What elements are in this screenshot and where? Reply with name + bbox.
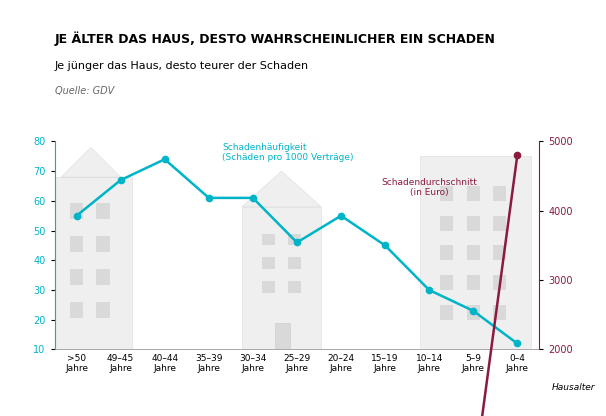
Bar bbox=[467, 275, 480, 290]
Bar bbox=[467, 245, 480, 260]
Bar bbox=[70, 269, 83, 285]
Text: JE ÄLTER DAS HAUS, DESTO WAHRSCHEINLICHER EIN SCHADEN: JE ÄLTER DAS HAUS, DESTO WAHRSCHEINLICHE… bbox=[55, 31, 496, 46]
Bar bbox=[493, 216, 506, 230]
Polygon shape bbox=[61, 147, 121, 177]
Bar bbox=[493, 275, 506, 290]
Bar bbox=[288, 258, 301, 269]
Bar bbox=[440, 245, 453, 260]
Bar bbox=[96, 302, 110, 318]
Bar bbox=[262, 258, 275, 269]
Text: Je jünger das Haus, desto teurer der Schaden: Je jünger das Haus, desto teurer der Sch… bbox=[55, 61, 308, 71]
Bar bbox=[493, 245, 506, 260]
Bar bbox=[70, 302, 83, 318]
Bar bbox=[467, 186, 480, 201]
Bar bbox=[70, 203, 83, 219]
Bar bbox=[440, 186, 453, 201]
Bar bbox=[440, 305, 453, 320]
Bar bbox=[467, 305, 480, 320]
Bar bbox=[493, 305, 506, 320]
Text: Schadendurchschnitt
(in Euro): Schadendurchschnitt (in Euro) bbox=[381, 178, 477, 197]
Bar bbox=[440, 275, 453, 290]
Bar bbox=[288, 233, 301, 245]
Text: Schadenhäufigkeit
(Schäden pro 1000 Verträge): Schadenhäufigkeit (Schäden pro 1000 Vert… bbox=[222, 143, 353, 162]
Bar bbox=[467, 216, 480, 230]
Text: Hausalter: Hausalter bbox=[551, 383, 595, 392]
Bar bbox=[52, 177, 132, 349]
Bar bbox=[421, 156, 530, 349]
Bar bbox=[288, 281, 301, 293]
Bar bbox=[96, 269, 110, 285]
Bar bbox=[96, 235, 110, 252]
Polygon shape bbox=[242, 171, 321, 207]
Text: Quelle: GDV: Quelle: GDV bbox=[55, 86, 114, 96]
Bar bbox=[440, 216, 453, 230]
Bar bbox=[262, 281, 275, 293]
Bar bbox=[70, 235, 83, 252]
Bar bbox=[275, 323, 290, 349]
Bar bbox=[242, 207, 321, 349]
Bar bbox=[493, 186, 506, 201]
Bar bbox=[96, 203, 110, 219]
Bar bbox=[262, 233, 275, 245]
